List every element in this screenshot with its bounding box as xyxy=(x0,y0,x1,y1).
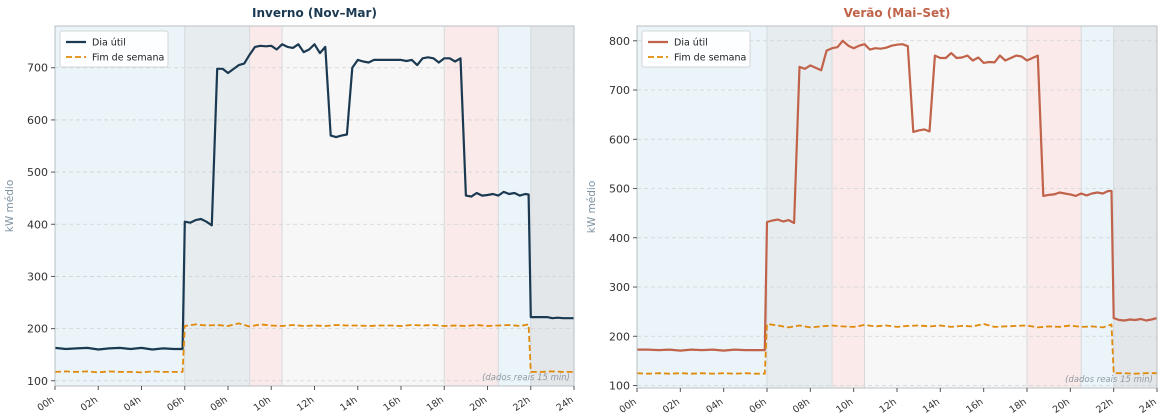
time-band xyxy=(1027,26,1082,388)
time-band xyxy=(249,26,283,386)
x-tick-label: 04h xyxy=(122,394,143,413)
y-tick-label: 600 xyxy=(27,114,48,127)
x-tick-label: 02h xyxy=(79,394,100,413)
chart-title: Inverno (Nov–Mar) xyxy=(252,6,377,20)
chart-title: Verão (Mai–Set) xyxy=(844,6,951,20)
series-line-dia-util xyxy=(54,43,574,351)
y-tick-label: 200 xyxy=(609,330,630,343)
time-band xyxy=(1081,26,1114,388)
data-note: (dados reais 15 min) xyxy=(482,373,570,383)
x-tick-label: 20h xyxy=(1051,396,1072,414)
y-axis-label: kW médio xyxy=(586,181,598,234)
time-band xyxy=(832,26,865,388)
x-tick-label: 00h xyxy=(618,396,639,414)
y-tick-label: 400 xyxy=(27,218,48,231)
series-line-fim-de-semana xyxy=(54,322,574,374)
time-band xyxy=(637,26,767,388)
time-band xyxy=(1113,26,1157,388)
time-band xyxy=(444,26,499,386)
x-tick-label: 16h xyxy=(964,396,985,414)
y-tick-label: 500 xyxy=(27,166,48,179)
series-line-fim-de-semana xyxy=(636,323,1157,375)
legend-box xyxy=(641,30,751,68)
y-tick-label: 800 xyxy=(609,35,630,48)
x-tick-label: 16h xyxy=(382,394,403,413)
legend-label: Fim de semana xyxy=(674,53,746,64)
y-axis-label: kW médio xyxy=(4,180,16,233)
x-tick-label: 18h xyxy=(1008,396,1029,414)
y-tick-label: 600 xyxy=(609,133,630,146)
y-tick-label: 300 xyxy=(609,281,630,294)
time-band xyxy=(55,26,185,386)
x-tick-label: 00h xyxy=(36,394,57,413)
data-note: (dados reais 15 min) xyxy=(1065,375,1153,385)
x-tick-label: 06h xyxy=(748,396,769,414)
x-tick-label: 02h xyxy=(661,396,682,414)
y-tick-label: 100 xyxy=(27,375,48,388)
x-tick-label: 14h xyxy=(338,394,359,413)
x-tick-label: 14h xyxy=(921,396,942,414)
y-tick-label: 200 xyxy=(27,323,48,336)
y-tick-label: 500 xyxy=(609,183,630,196)
y-tick-label: 700 xyxy=(609,84,630,97)
x-tick-label: 18h xyxy=(425,394,446,413)
y-tick-label: 700 xyxy=(27,62,48,75)
legend: Dia útil Fim de semana xyxy=(59,30,169,68)
x-tick-label: 22h xyxy=(1094,396,1115,414)
series-line-dia-util xyxy=(637,39,1158,352)
legend-label: Dia útil xyxy=(674,38,708,49)
x-tick-label: 08h xyxy=(791,396,812,414)
legend-label: Dia útil xyxy=(92,38,126,49)
chart-panel-2: 100 200 300 400 500 600 700 800 00h 02h 04h 06h 08h 1… xyxy=(586,6,1159,416)
time-band xyxy=(864,26,1027,388)
time-band xyxy=(498,26,531,386)
x-tick-label: 04h xyxy=(704,396,725,414)
x-tick-label: 20h xyxy=(468,394,489,413)
x-tick-label: 12h xyxy=(878,396,899,414)
y-tick-label: 400 xyxy=(609,232,630,245)
legend-box xyxy=(59,30,169,68)
x-tick-label: 10h xyxy=(252,394,273,413)
x-tick-label: 22h xyxy=(511,394,532,413)
x-tick-label: 06h xyxy=(165,394,186,413)
time-band xyxy=(282,26,445,386)
y-tick-label: 300 xyxy=(27,270,48,283)
time-band xyxy=(530,26,574,386)
x-tick-label: 08h xyxy=(209,394,230,413)
x-tick-label: 12h xyxy=(295,394,316,413)
x-tick-label: 24h xyxy=(1138,396,1159,414)
x-tick-label: 24h xyxy=(555,394,576,413)
y-tick-label: 100 xyxy=(609,380,630,393)
chart-panel-1: 100 200 300 400 500 600 700 00h 02h 04h 06h 08h 10h 1… xyxy=(4,6,576,414)
legend-label: Fim de semana xyxy=(92,53,164,64)
legend: Dia útil Fim de semana xyxy=(641,30,751,68)
x-tick-label: 10h xyxy=(834,396,855,414)
